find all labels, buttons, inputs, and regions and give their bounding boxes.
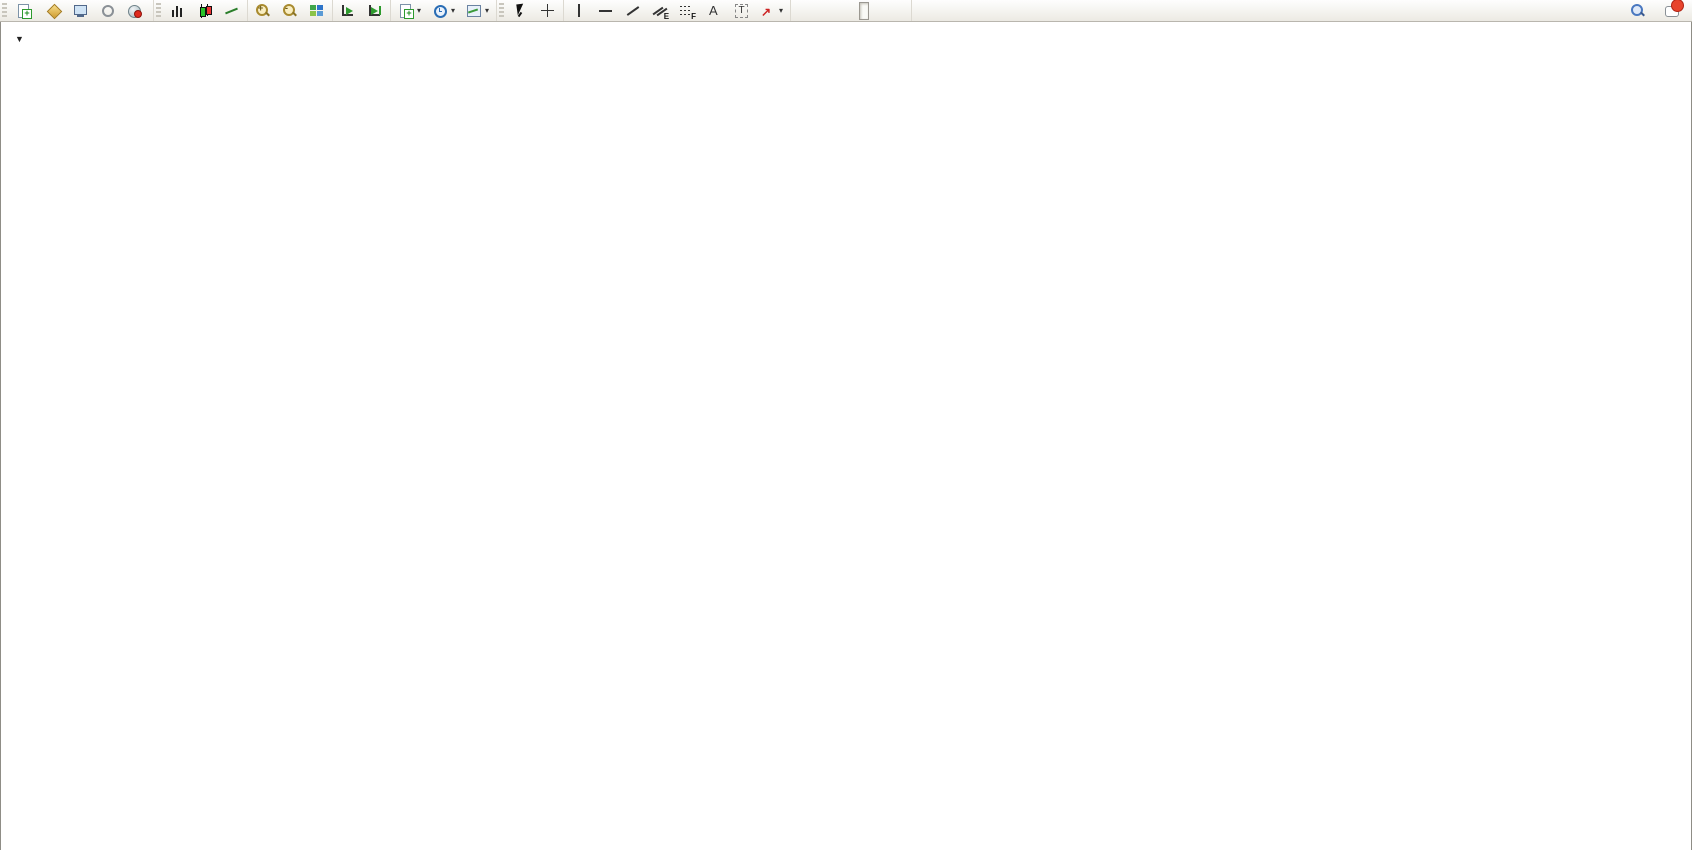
chart-window: ▼ xyxy=(0,21,1692,850)
scroll-group xyxy=(333,0,391,21)
fibonacci-icon: F xyxy=(679,3,696,21)
tile-windows-icon xyxy=(309,3,325,19)
horizontal-line-button[interactable] xyxy=(594,1,618,21)
auto-trading-icon xyxy=(127,3,143,19)
zoom-in-icon: + xyxy=(255,3,271,19)
crosshair-button[interactable] xyxy=(536,1,560,21)
cursor-icon xyxy=(513,3,529,19)
chevron-down-icon: ▾ xyxy=(451,6,456,15)
notification-badge xyxy=(1671,0,1684,12)
tf-m30[interactable] xyxy=(833,2,843,20)
tf-h1[interactable] xyxy=(846,2,856,20)
chart-dropdown-icon[interactable]: ▼ xyxy=(15,34,24,44)
chevron-down-icon: ▾ xyxy=(485,6,490,15)
trendline-icon xyxy=(625,3,641,19)
zoom-out-button[interactable]: - xyxy=(278,1,302,21)
cursor-group xyxy=(506,0,565,21)
gem-button[interactable] xyxy=(42,1,66,21)
tf-m5[interactable] xyxy=(807,2,817,20)
bar-chart-icon xyxy=(170,3,186,19)
top-toolbar: + + - xyxy=(0,0,1692,22)
gem-icon xyxy=(46,3,63,19)
search-button[interactable] xyxy=(1626,1,1650,21)
terminal-button[interactable] xyxy=(69,1,93,21)
arrows-button[interactable]: ↗ ▾ xyxy=(756,1,787,21)
objects-group: + ▾ ▾ ▾ xyxy=(391,0,498,21)
periods-button[interactable]: ▾ xyxy=(428,1,459,21)
signal-icon xyxy=(100,3,116,19)
vertical-line-icon xyxy=(571,3,587,19)
text-icon: A xyxy=(709,2,718,18)
chevron-down-icon: ▾ xyxy=(417,6,422,15)
chevron-down-icon: ▾ xyxy=(779,6,784,15)
timeframe-group xyxy=(791,0,913,21)
terminal-icon xyxy=(73,3,89,19)
chart-title: ▼ xyxy=(11,31,32,45)
chart-canvas xyxy=(1,22,1691,850)
new-order-icon: + xyxy=(16,3,32,19)
channel-button[interactable]: E xyxy=(648,1,672,21)
text-label-icon: T xyxy=(733,3,749,19)
zoom-in-button[interactable]: + xyxy=(251,1,275,21)
toolbar-grip[interactable] xyxy=(2,3,7,18)
periods-icon xyxy=(432,3,448,19)
drawing-group: E F A T ↗ ▾ xyxy=(564,0,792,21)
cursor-button[interactable] xyxy=(509,1,533,21)
candlestick-chart-icon xyxy=(197,3,213,19)
chart-shift-icon xyxy=(367,3,383,19)
zoom-out-icon: - xyxy=(282,3,298,19)
auto-scroll-button[interactable] xyxy=(336,1,360,21)
tf-m15[interactable] xyxy=(820,2,830,20)
text-label-button[interactable]: T xyxy=(729,1,753,21)
new-order-button[interactable]: + xyxy=(12,1,39,21)
auto-trading-button[interactable] xyxy=(123,1,150,21)
arrows-icon: ↗ xyxy=(761,4,772,19)
chat-icon xyxy=(1664,0,1684,19)
templates-button[interactable]: ▾ xyxy=(462,1,493,21)
line-chart-icon xyxy=(224,3,240,19)
chart-shift-button[interactable] xyxy=(363,1,387,21)
line-chart-button[interactable] xyxy=(220,1,244,21)
tf-mn[interactable] xyxy=(898,2,908,20)
tile-windows-button[interactable] xyxy=(305,1,329,21)
toolbar-grip[interactable] xyxy=(499,3,505,18)
toolbar-grip[interactable] xyxy=(156,3,161,18)
toolbar-right xyxy=(1626,0,1684,21)
indicators-button[interactable]: + ▾ xyxy=(394,1,425,21)
tf-m1[interactable] xyxy=(794,2,804,20)
candlestick-chart-button[interactable] xyxy=(193,1,217,21)
tf-h4[interactable] xyxy=(859,1,870,20)
chart-type-group xyxy=(163,0,248,21)
chat-button[interactable] xyxy=(1660,0,1684,21)
signal-button[interactable] xyxy=(96,1,120,21)
trendline-button[interactable] xyxy=(621,1,645,21)
vertical-line-button[interactable] xyxy=(567,1,591,21)
bar-chart-button[interactable] xyxy=(166,1,190,21)
crosshair-icon xyxy=(540,3,556,19)
horizontal-line-icon xyxy=(598,3,614,19)
indicators-icon: + xyxy=(398,3,414,19)
trade-group: + xyxy=(9,0,154,21)
text-button[interactable]: A xyxy=(702,1,726,21)
tf-d1[interactable] xyxy=(872,2,882,20)
auto-scroll-icon xyxy=(340,3,356,19)
fibonacci-button[interactable]: F xyxy=(675,1,699,21)
tf-w1[interactable] xyxy=(885,2,895,20)
equidistant-channel-icon: E xyxy=(652,3,669,21)
templates-icon xyxy=(466,3,482,19)
search-icon xyxy=(1630,3,1646,19)
zoom-group: + - xyxy=(248,0,333,21)
